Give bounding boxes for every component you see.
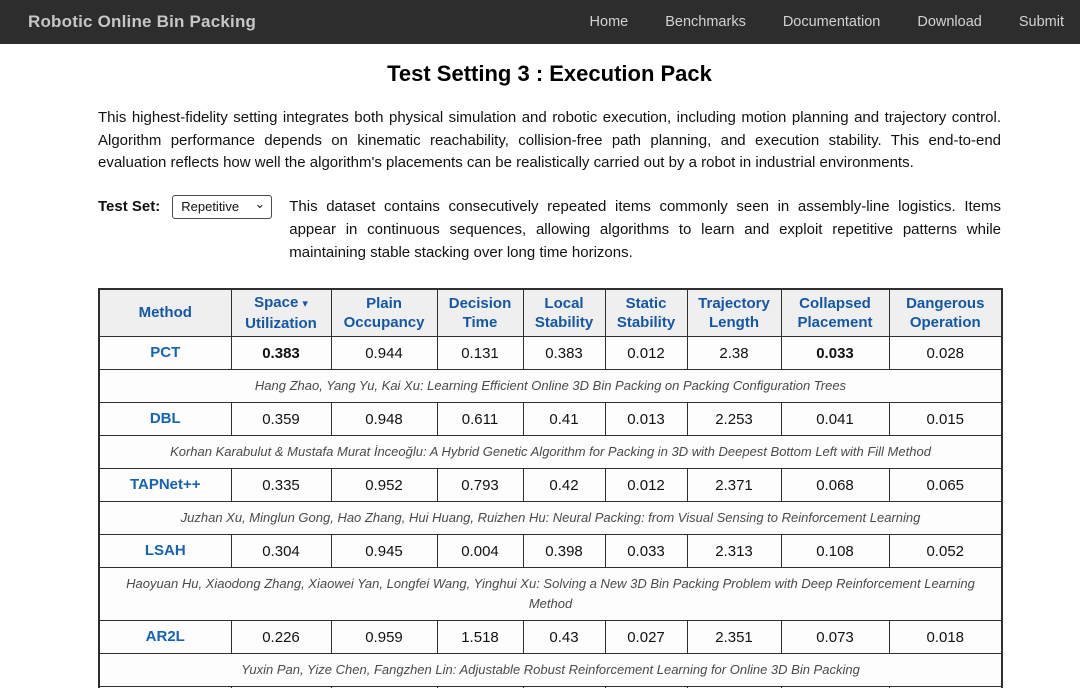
metric-value: 0.335 xyxy=(230,468,332,502)
method-link[interactable]: LSAH xyxy=(144,542,186,559)
results-table: Method Space ▾ Utilization Plain Occupanc… xyxy=(98,287,1003,688)
page-title: Test Setting 3 : Execution Pack xyxy=(387,61,712,86)
navbar-brand[interactable]: Robotic Online Bin Packing xyxy=(28,12,257,31)
metric-value: 0.004 xyxy=(436,534,524,568)
citation-text: Yuxin Pan, Yize Chen, Fangzhen Lin: Adju… xyxy=(98,653,1003,687)
method-link[interactable]: PCT xyxy=(150,344,181,361)
test-set-select[interactable]: Repetitive xyxy=(172,194,273,219)
method-cell: TAPNet++ xyxy=(98,468,232,502)
table-row: TAPNet++ 0.335 0.952 0.793 0.42 0.012 2.371 0.0… xyxy=(98,468,1003,502)
metric-value: 0.945 xyxy=(330,534,438,568)
table-row-partial xyxy=(98,686,1003,688)
metric-value: 2.351 xyxy=(686,620,782,654)
column-header-trajectory-length[interactable]: Trajectory Length xyxy=(686,288,782,337)
citation-text: Hang Zhao, Yang Yu, Kai Xu: Learning Eff… xyxy=(98,369,1003,403)
citation-row: Haoyuan Hu, Xiaodong Zhang, Xiaowei Yan,… xyxy=(98,567,1003,621)
navbar: Robotic Online Bin Packing Home Benchmar… xyxy=(0,0,1080,44)
sort-caret-icon: ▾ xyxy=(302,297,308,310)
column-header-space-utilization[interactable]: Space ▾ Utilization xyxy=(230,288,332,337)
citation-text: Korhan Karabulut & Mustafa Murat İnceoğl… xyxy=(98,435,1003,469)
test-set-select-wrap: Repetitive ⌄ xyxy=(172,194,273,219)
method-cell: PCT xyxy=(98,336,232,370)
nav-link-documentation[interactable]: Documentation xyxy=(782,14,881,30)
test-set-description: This dataset contains consecutively repe… xyxy=(289,197,1001,261)
metric-value: 2.38 xyxy=(686,336,782,370)
metric-value: 0.033 xyxy=(604,534,688,568)
metric-value: 0.793 xyxy=(436,468,524,502)
metric-value: 0.018 xyxy=(888,620,1003,654)
column-header-local-stability[interactable]: Local Stability xyxy=(522,288,606,337)
metric-value: 0.398 xyxy=(522,534,606,568)
metric-value: 0.108 xyxy=(780,534,890,568)
metric-value: 0.383 xyxy=(522,336,606,370)
column-header-decision-time[interactable]: Decision Time xyxy=(436,288,524,337)
table-row: DBL 0.359 0.948 0.611 0.41 0.013 2.253 0.041 0.0… xyxy=(98,402,1003,436)
metric-value: 0.131 xyxy=(436,336,524,370)
table-header-row: Method Space ▾ Utilization Plain Occupanc… xyxy=(98,288,1003,337)
metric-value: 0.015 xyxy=(888,402,1003,436)
metric-value: 2.371 xyxy=(686,468,782,502)
method-link[interactable]: TAPNet++ xyxy=(129,476,201,493)
method-link[interactable]: AR2L xyxy=(145,628,185,645)
metric-value: 0.304 xyxy=(230,534,332,568)
column-header-method[interactable]: Method xyxy=(98,288,232,337)
citation-row: Korhan Karabulut & Mustafa Murat İnceoğl… xyxy=(98,435,1003,469)
citation-row: Juzhan Xu, Minglun Gong, Hao Zhang, Hui … xyxy=(98,501,1003,535)
metric-value: 0.383 xyxy=(230,336,332,370)
metric-value: 0.359 xyxy=(230,402,332,436)
method-cell: LSAH xyxy=(98,534,232,568)
metric-value: 0.41 xyxy=(522,402,606,436)
citation-row: Yuxin Pan, Yize Chen, Fangzhen Lin: Adju… xyxy=(98,653,1003,687)
setting-description: This highest-fidelity setting integrates… xyxy=(98,109,1001,171)
metric-value: 0.041 xyxy=(780,402,890,436)
metric-value: 0.944 xyxy=(330,336,438,370)
column-header-static-stability[interactable]: Static Stability xyxy=(604,288,688,337)
metric-value: 2.253 xyxy=(686,402,782,436)
column-header-label: Method xyxy=(138,304,192,322)
metric-value: 0.013 xyxy=(604,402,688,436)
main-content: Test Setting 3 : Execution Pack This hig… xyxy=(98,61,1003,688)
citation-text: Juzhan Xu, Minglun Gong, Hao Zhang, Hui … xyxy=(98,501,1003,535)
column-header-dangerous-operation[interactable]: Dangerous Operation xyxy=(888,288,1003,337)
method-cell: DBL xyxy=(98,402,232,436)
metric-value: 0.42 xyxy=(522,468,606,502)
metric-value: 0.611 xyxy=(436,402,524,436)
test-set-section: Test Set: Repetitive ⌄ This dataset cont… xyxy=(98,194,1001,264)
nav-links: Home Benchmarks Documentation Download S… xyxy=(590,14,1064,30)
metric-value: 1.518 xyxy=(436,620,524,654)
metric-value: 0.43 xyxy=(522,620,606,654)
method-cell: AR2L xyxy=(98,620,232,654)
metric-value: 0.012 xyxy=(604,336,688,370)
test-set-label: Test Set: xyxy=(98,197,161,215)
empty-cell xyxy=(888,686,1003,688)
nav-link-benchmarks[interactable]: Benchmarks xyxy=(665,14,746,30)
metric-value: 0.952 xyxy=(330,468,438,502)
metric-value: 2.313 xyxy=(686,534,782,568)
metric-value: 0.052 xyxy=(888,534,1003,568)
table-row: PCT 0.383 0.944 0.131 0.383 0.012 2.38 0.033 0.0… xyxy=(98,336,1003,370)
column-header-plain-occupancy[interactable]: Plain Occupancy xyxy=(330,288,438,337)
metric-value: 0.012 xyxy=(604,468,688,502)
metric-value: 0.068 xyxy=(780,468,890,502)
method-link[interactable]: DBL xyxy=(149,410,181,427)
table-row: LSAH 0.304 0.945 0.004 0.398 0.033 2.313 0.108 0… xyxy=(98,534,1003,568)
column-header-collapsed-placement[interactable]: Collapsed Placement xyxy=(780,288,890,337)
citation-row: Hang Zhao, Yang Yu, Kai Xu: Learning Eff… xyxy=(98,369,1003,403)
nav-link-submit[interactable]: Submit xyxy=(1018,14,1064,30)
citation-text: Haoyuan Hu, Xiaodong Zhang, Xiaowei Yan,… xyxy=(98,567,1003,621)
metric-value: 0.033 xyxy=(780,336,890,370)
metric-value: 0.073 xyxy=(780,620,890,654)
nav-link-home[interactable]: Home xyxy=(589,14,629,30)
metric-value: 0.959 xyxy=(330,620,438,654)
metric-value: 0.027 xyxy=(604,620,688,654)
nav-link-download[interactable]: Download xyxy=(917,14,982,30)
metric-value: 0.948 xyxy=(330,402,438,436)
column-header-label: Space ▾ xyxy=(254,293,308,311)
metric-value: 0.065 xyxy=(888,468,1003,502)
table-row: AR2L 0.226 0.959 1.518 0.43 0.027 2.351 0.073 0.… xyxy=(98,620,1003,654)
metric-value: 0.028 xyxy=(888,336,1003,370)
metric-value: 0.226 xyxy=(230,620,332,654)
